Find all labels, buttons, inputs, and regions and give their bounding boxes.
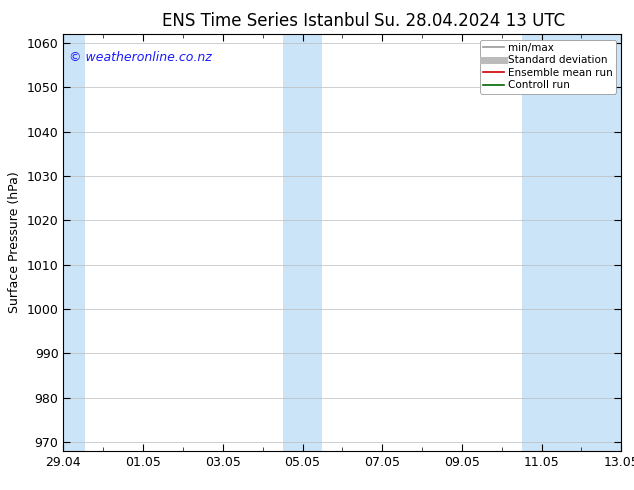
Bar — [283, 34, 323, 451]
Legend: min/max, Standard deviation, Ensemble mean run, Controll run: min/max, Standard deviation, Ensemble me… — [480, 40, 616, 94]
Text: © weatheronline.co.nz: © weatheronline.co.nz — [69, 51, 212, 64]
Bar — [61, 34, 86, 451]
Y-axis label: Surface Pressure (hPa): Surface Pressure (hPa) — [8, 172, 21, 314]
Bar — [522, 34, 623, 451]
Text: ENS Time Series Istanbul: ENS Time Series Istanbul — [162, 12, 370, 30]
Text: Su. 28.04.2024 13 UTC: Su. 28.04.2024 13 UTC — [373, 12, 565, 30]
